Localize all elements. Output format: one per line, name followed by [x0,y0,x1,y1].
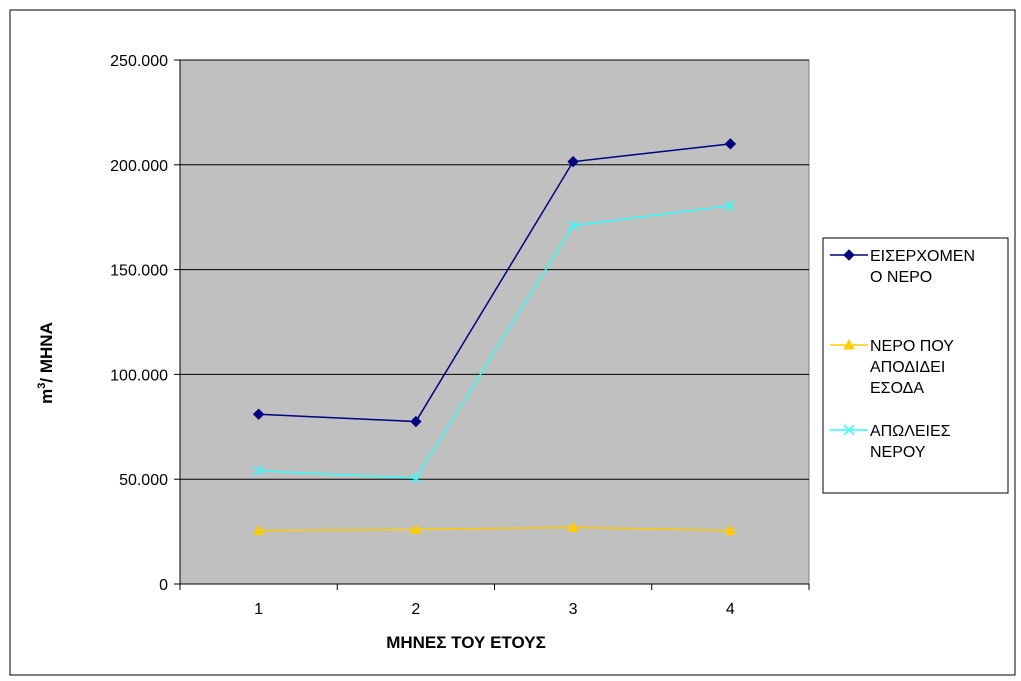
series-2 [252,521,737,536]
y-tick-label: 200.000 [110,158,168,175]
legend-label: ΑΠΟΔΙΔΕΙ [870,359,945,376]
data-point [724,524,737,536]
legend-entry-2: ΝΕΡΟ ΠΟΥ ΑΠΟΔΙΔΕΙ ΕΣΟΔΑ [830,338,954,397]
legend-label: ΑΠΩΛΕΙΕΣ [870,423,951,440]
legend-label: ΝΕΡΟ ΠΟΥ [870,338,954,355]
legend-entry-1: ΕΙΣΕΡΧΟΜΕΝ Ο ΝΕΡΟ [830,248,975,286]
data-point [567,155,579,168]
y-axis-ticks: 0 50.000 100.000 150.000 200.000 250.000 [110,53,180,594]
legend-entry-3: ΑΠΩΛΕΙΕΣ ΝΕΡΟΥ [830,423,951,461]
data-point [253,465,265,477]
series-line [258,204,731,479]
data-point [252,524,265,536]
data-point [724,200,736,212]
series-line [258,143,731,423]
legend-label: Ο ΝΕΡΟ [870,269,932,286]
legend: ΕΙΣΕΡΧΟΜΕΝ Ο ΝΕΡΟ ΝΕΡΟ ΠΟΥ ΑΠΟΔΙΔΕΙ ΕΣΟΔΑ ΑΠΩ… [822,237,1009,494]
y-tick-label: 0 [159,577,168,594]
data-point [410,415,422,428]
series-layer [252,138,737,536]
legend-label: ΝΕΡΟΥ [870,444,926,461]
legend-swatch-marker [843,249,855,261]
series-3 [253,200,736,484]
data-point [724,138,737,150]
x-tick-label: 3 [569,601,578,618]
plot-area [179,59,810,585]
x-axis-ticks: 1 2 3 4 [179,584,810,618]
y-axis-title-rest: / ΜΗΝΑ [37,322,56,382]
x-axis-title: ΜΗΝΕΣ ΤΟΥ ΕΤΟΥΣ [386,633,546,652]
x-tick-label: 2 [411,601,420,618]
y-tick-label: 50.000 [119,472,168,489]
data-point [252,408,265,420]
data-point [410,523,422,535]
y-tick-label: 100.000 [110,367,168,384]
x-tick-label: 1 [254,601,263,618]
legend-swatch-marker [843,424,855,436]
y-tick-label: 250.000 [110,53,168,70]
series-1 [252,138,737,428]
legend-label: ΕΙΣΕΡΧΟΜΕΝ [870,248,975,265]
data-point [567,521,579,532]
y-axis-title-sup: 3 [36,383,48,389]
y-axis-title: m3/ ΜΗΝΑ [36,322,56,404]
data-point [410,472,422,484]
y-axis-title-base: m [37,389,56,404]
y-tick-label: 150.000 [110,263,168,280]
legend-label: ΕΣΟΔΑ [870,380,924,397]
legend-box [822,237,1009,494]
data-point [567,220,579,232]
gridlines [180,59,809,480]
series-line [258,526,731,532]
legend-swatch-marker [843,338,855,350]
x-tick-label: 4 [726,601,735,618]
